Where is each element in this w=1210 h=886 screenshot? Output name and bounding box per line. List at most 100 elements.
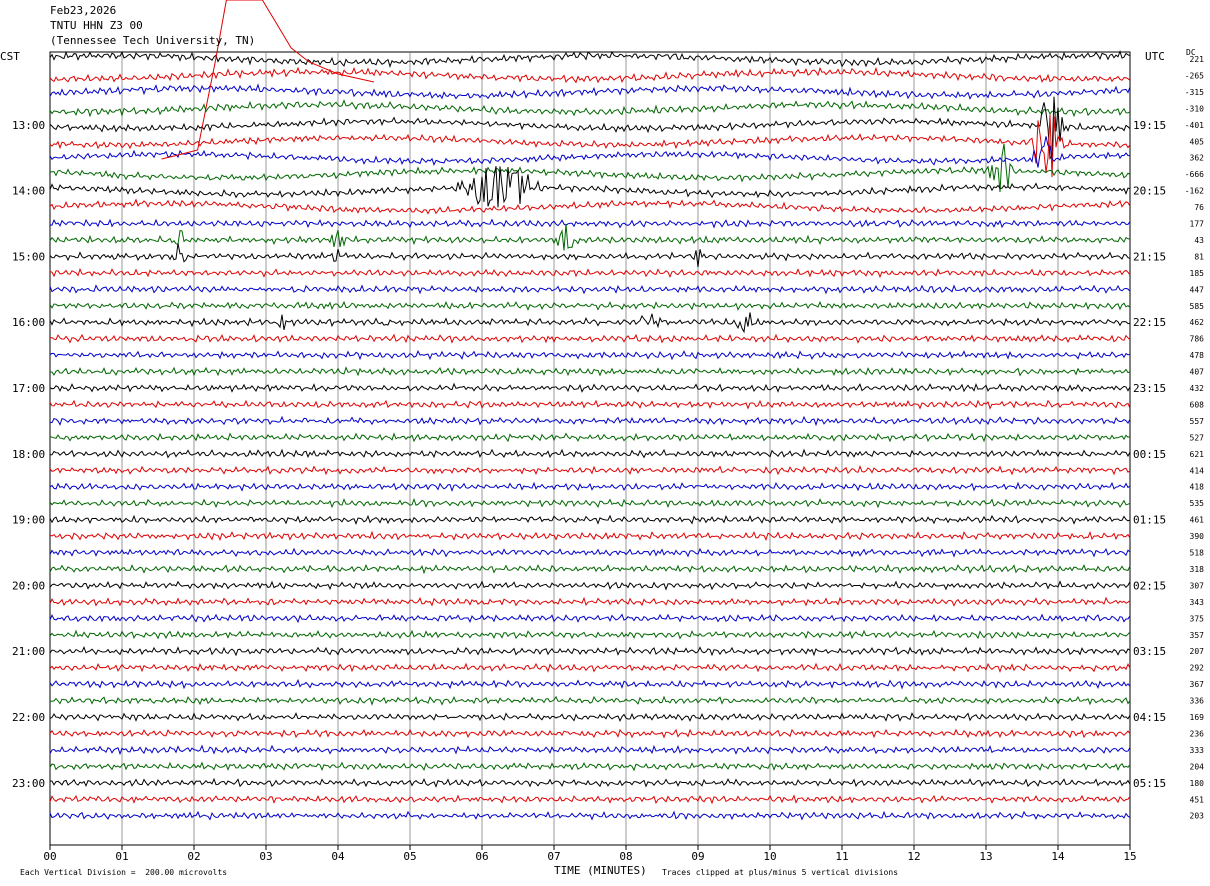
right-hour-label: 22:15 <box>1133 316 1166 329</box>
trace-row <box>49 662 1131 673</box>
dc-offset-label: 447 <box>1190 285 1205 294</box>
trace-row <box>49 382 1131 393</box>
dc-offset-label: 292 <box>1190 664 1205 673</box>
trace-row <box>49 596 1131 607</box>
dc-offset-label: 203 <box>1190 812 1205 821</box>
left-hour-label: 21:00 <box>12 645 45 658</box>
trace-row <box>49 415 1131 427</box>
left-hour-label: 20:00 <box>12 579 45 592</box>
left-hour-label: 17:00 <box>12 382 45 395</box>
clipped-excursion <box>161 0 375 160</box>
dc-offset-label: 43 <box>1194 236 1204 245</box>
dc-label: DC <box>1186 48 1196 57</box>
dc-offset-label: 207 <box>1190 647 1205 656</box>
trace-row <box>49 547 1131 558</box>
trace-row <box>49 481 1131 492</box>
dc-offset-label: 81 <box>1194 252 1204 261</box>
dc-offset-label: 204 <box>1190 762 1205 771</box>
dc-offset-label: 407 <box>1190 368 1205 377</box>
x-tick-label: 15 <box>1123 850 1136 863</box>
trace-row <box>49 49 1131 69</box>
right-hour-label: 01:15 <box>1133 514 1166 527</box>
trace-row <box>49 629 1131 640</box>
trace-row <box>49 366 1131 377</box>
dc-offset-label: 608 <box>1190 400 1205 409</box>
scale-note: Each Vertical Division = 200.00 microvol… <box>20 868 228 877</box>
left-hour-label: 18:00 <box>12 448 45 461</box>
trace-row <box>49 744 1131 756</box>
trace-row <box>49 563 1131 575</box>
x-tick-label: 14 <box>1051 850 1065 863</box>
right-hour-label: 21:15 <box>1133 250 1166 263</box>
dc-offset-label: 451 <box>1190 795 1205 804</box>
trace-row <box>49 514 1131 525</box>
dc-offset-label: 76 <box>1194 203 1204 212</box>
dc-offset-label: 557 <box>1190 417 1205 426</box>
trace-row <box>49 83 1131 100</box>
right-hour-label: 23:15 <box>1133 382 1166 395</box>
trace-row <box>49 198 1131 215</box>
trace-row <box>49 530 1131 541</box>
dc-offset-label: -265 <box>1185 71 1204 80</box>
trace-row <box>49 333 1131 344</box>
trace-row <box>49 728 1131 739</box>
dc-offset-label: 461 <box>1190 516 1205 525</box>
date-label: Feb23,2026 <box>50 4 117 17</box>
dc-offset-label: 318 <box>1190 565 1205 574</box>
trace-row <box>49 712 1131 723</box>
dc-offset-label: 390 <box>1190 532 1205 541</box>
dc-offset-label: 169 <box>1190 713 1205 722</box>
trace-row <box>49 645 1131 657</box>
dc-offset-label: 621 <box>1190 450 1205 459</box>
trace-row <box>49 223 1131 251</box>
trace-row <box>49 761 1131 772</box>
x-axis-title: TIME (MINUTES) <box>554 864 647 877</box>
plot-frame <box>49 51 1131 846</box>
x-tick-label: 13 <box>979 850 992 863</box>
trace-row <box>49 267 1131 279</box>
right-hour-label: 02:15 <box>1133 579 1166 592</box>
trace-row <box>49 465 1131 476</box>
trace-row <box>49 695 1131 706</box>
dc-offset-label: 180 <box>1190 779 1205 788</box>
dc-offset-label: 177 <box>1190 220 1205 229</box>
left-hour-label: 14:00 <box>12 185 45 198</box>
trace-row <box>50 448 1131 459</box>
x-tick-label: 08 <box>619 850 632 863</box>
dc-offset-label: -315 <box>1185 88 1204 97</box>
x-tick-label: 02 <box>187 850 200 863</box>
trace-row <box>49 218 1131 229</box>
dc-offset-label: 414 <box>1190 466 1205 475</box>
dc-offset-label: 236 <box>1190 729 1205 738</box>
x-tick-label: 07 <box>547 850 560 863</box>
left-hour-label: 13:00 <box>12 119 45 132</box>
trace-row <box>49 580 1131 591</box>
seismic-traces <box>49 0 1131 821</box>
x-tick-label: 11 <box>835 850 848 863</box>
x-tick-label: 03 <box>259 850 272 863</box>
x-tick-label: 12 <box>907 850 920 863</box>
right-hour-label: 05:15 <box>1133 777 1166 790</box>
station-label: TNTU HHN Z3 00 <box>50 19 143 32</box>
left-timezone: CST <box>0 50 20 63</box>
dc-offset-label: -666 <box>1185 170 1204 179</box>
trace-row <box>49 243 1131 268</box>
trace-row <box>49 114 1131 178</box>
dc-offset-label: -401 <box>1185 121 1204 130</box>
dc-offset-label: -162 <box>1185 187 1204 196</box>
left-hour-label: 22:00 <box>12 711 45 724</box>
trace-row <box>49 96 1131 160</box>
trace-row <box>49 284 1131 295</box>
left-hour-label: 23:00 <box>12 777 45 790</box>
clip-note: Traces clipped at plus/minus 5 vertical … <box>662 868 899 877</box>
axis-labels: 00 01 02 03 04 05 06 07 08 09 10 11 12 13 14 15 13:00 14:… <box>12 55 1204 863</box>
location-label: (Tennessee Tech University, TN) <box>50 34 256 47</box>
dc-offset-label: 405 <box>1190 137 1205 146</box>
x-tick-label: 06 <box>475 850 488 863</box>
right-hour-label: 04:15 <box>1133 711 1166 724</box>
trace-row <box>49 350 1131 361</box>
dc-offset-label: 367 <box>1190 680 1205 689</box>
left-hour-label: 19:00 <box>12 514 45 527</box>
dc-offset-label: 336 <box>1190 697 1205 706</box>
